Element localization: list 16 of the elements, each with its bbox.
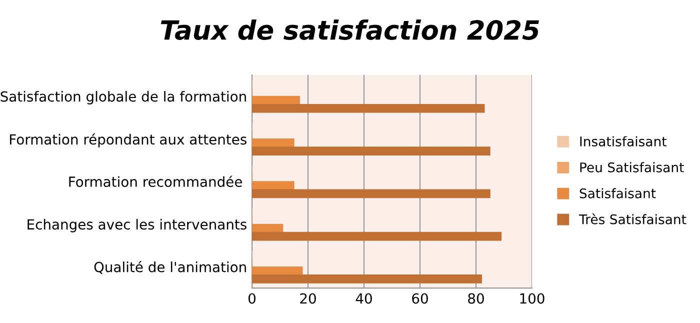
x-tick-label: 100	[520, 293, 544, 304]
legend-label: Très Satisfaisant	[578, 214, 686, 224]
chart-title: Taux de satisfaction 2025	[160, 20, 539, 40]
x-tick-label: 0	[248, 293, 256, 304]
legend-label: Peu Satisfaisant	[580, 162, 684, 172]
legend-label: Satisfaisant	[580, 188, 656, 198]
legend-label: Insatisfaisant	[580, 136, 666, 146]
x-tick-label: 40	[356, 293, 372, 304]
y-tick-label: Qualité de l'animation	[94, 260, 246, 274]
y-tick-label: Echanges avec les intervenants	[28, 218, 246, 232]
x-tick-label: 60	[412, 293, 428, 304]
y-tick-label: Formation répondant aux attentes	[10, 133, 246, 148]
y-tick-label: Satisfaction globale de la formation	[0, 90, 246, 104]
y-tick-label: Formation recommandée	[69, 176, 242, 187]
x-tick-label: 80	[468, 293, 484, 304]
x-tick-label: 20	[300, 293, 316, 304]
